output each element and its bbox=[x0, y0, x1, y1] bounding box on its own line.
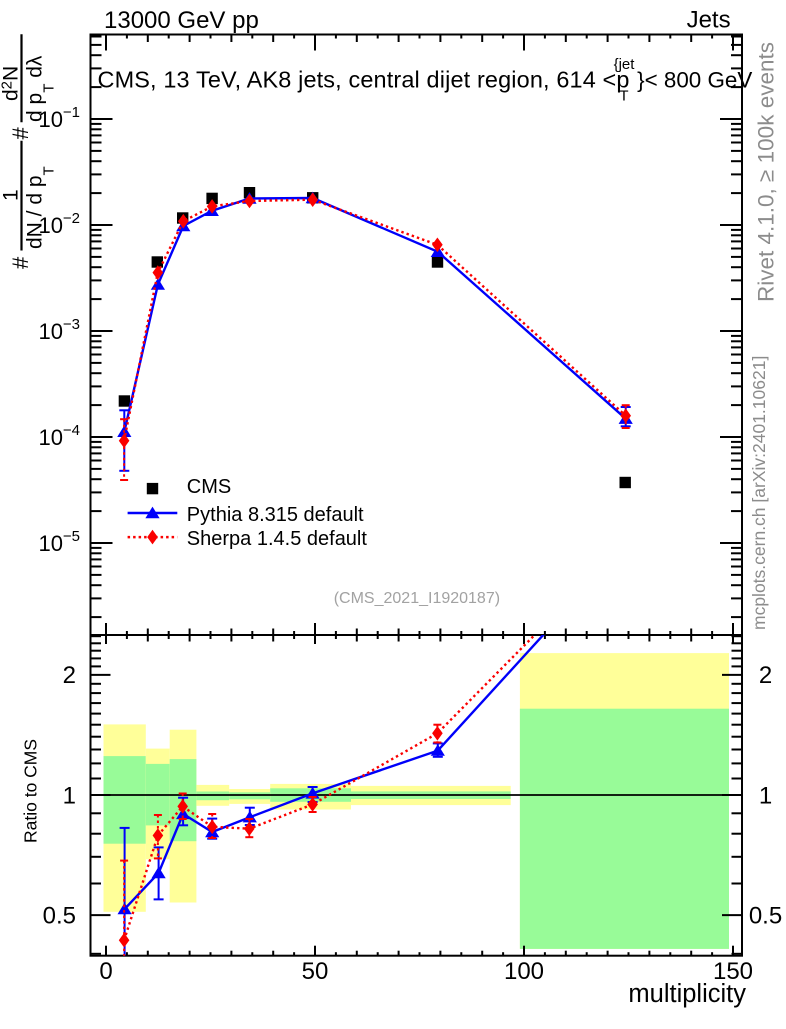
svg-text:(CMS_2021_I1920187): (CMS_2021_I1920187) bbox=[334, 590, 500, 607]
svg-text:13000 GeV pp: 13000 GeV pp bbox=[104, 7, 259, 34]
svg-text:Rivet 4.1.0, ≥ 100k events: Rivet 4.1.0, ≥ 100k events bbox=[754, 42, 779, 302]
svg-text:#: # bbox=[8, 127, 33, 140]
svg-text:Sherpa 1.4.5 default: Sherpa 1.4.5 default bbox=[187, 528, 368, 550]
svg-text:2: 2 bbox=[759, 662, 772, 689]
svg-text:1: 1 bbox=[63, 782, 76, 809]
svg-text:d2N: d2N bbox=[0, 66, 23, 101]
svg-text:150: 150 bbox=[713, 958, 753, 985]
svg-text:10−2: 10−2 bbox=[39, 210, 80, 238]
svg-text:10−4: 10−4 bbox=[39, 422, 80, 450]
svg-text:CMS: CMS bbox=[187, 476, 231, 498]
svg-text:0.5: 0.5 bbox=[749, 902, 782, 929]
svg-text:1: 1 bbox=[759, 782, 772, 809]
svg-text:100: 100 bbox=[504, 958, 544, 985]
svg-text:#: # bbox=[8, 256, 33, 269]
svg-text:2: 2 bbox=[63, 662, 76, 689]
svg-text:Jets: Jets bbox=[687, 6, 731, 33]
svg-text:mcplots.cern.ch [arXiv:2401.10: mcplots.cern.ch [arXiv:2401.10621] bbox=[749, 356, 769, 630]
svg-text:0: 0 bbox=[99, 958, 112, 985]
svg-text:50: 50 bbox=[302, 958, 329, 985]
svg-text:multiplicity: multiplicity bbox=[628, 980, 746, 1008]
svg-text:10−5: 10−5 bbox=[39, 528, 80, 556]
svg-text:Pythia 8.315 default: Pythia 8.315 default bbox=[187, 504, 364, 526]
svg-text:10−1: 10−1 bbox=[39, 104, 80, 132]
svg-text:0.5: 0.5 bbox=[43, 902, 76, 929]
svg-text:1: 1 bbox=[0, 189, 23, 201]
svg-text:CMS, 13 TeV, AK8 jets, central: CMS, 13 TeV, AK8 jets, central dijet reg… bbox=[98, 56, 753, 105]
svg-text:10−3: 10−3 bbox=[39, 316, 80, 344]
svg-text:Ratio to CMS: Ratio to CMS bbox=[21, 739, 41, 843]
